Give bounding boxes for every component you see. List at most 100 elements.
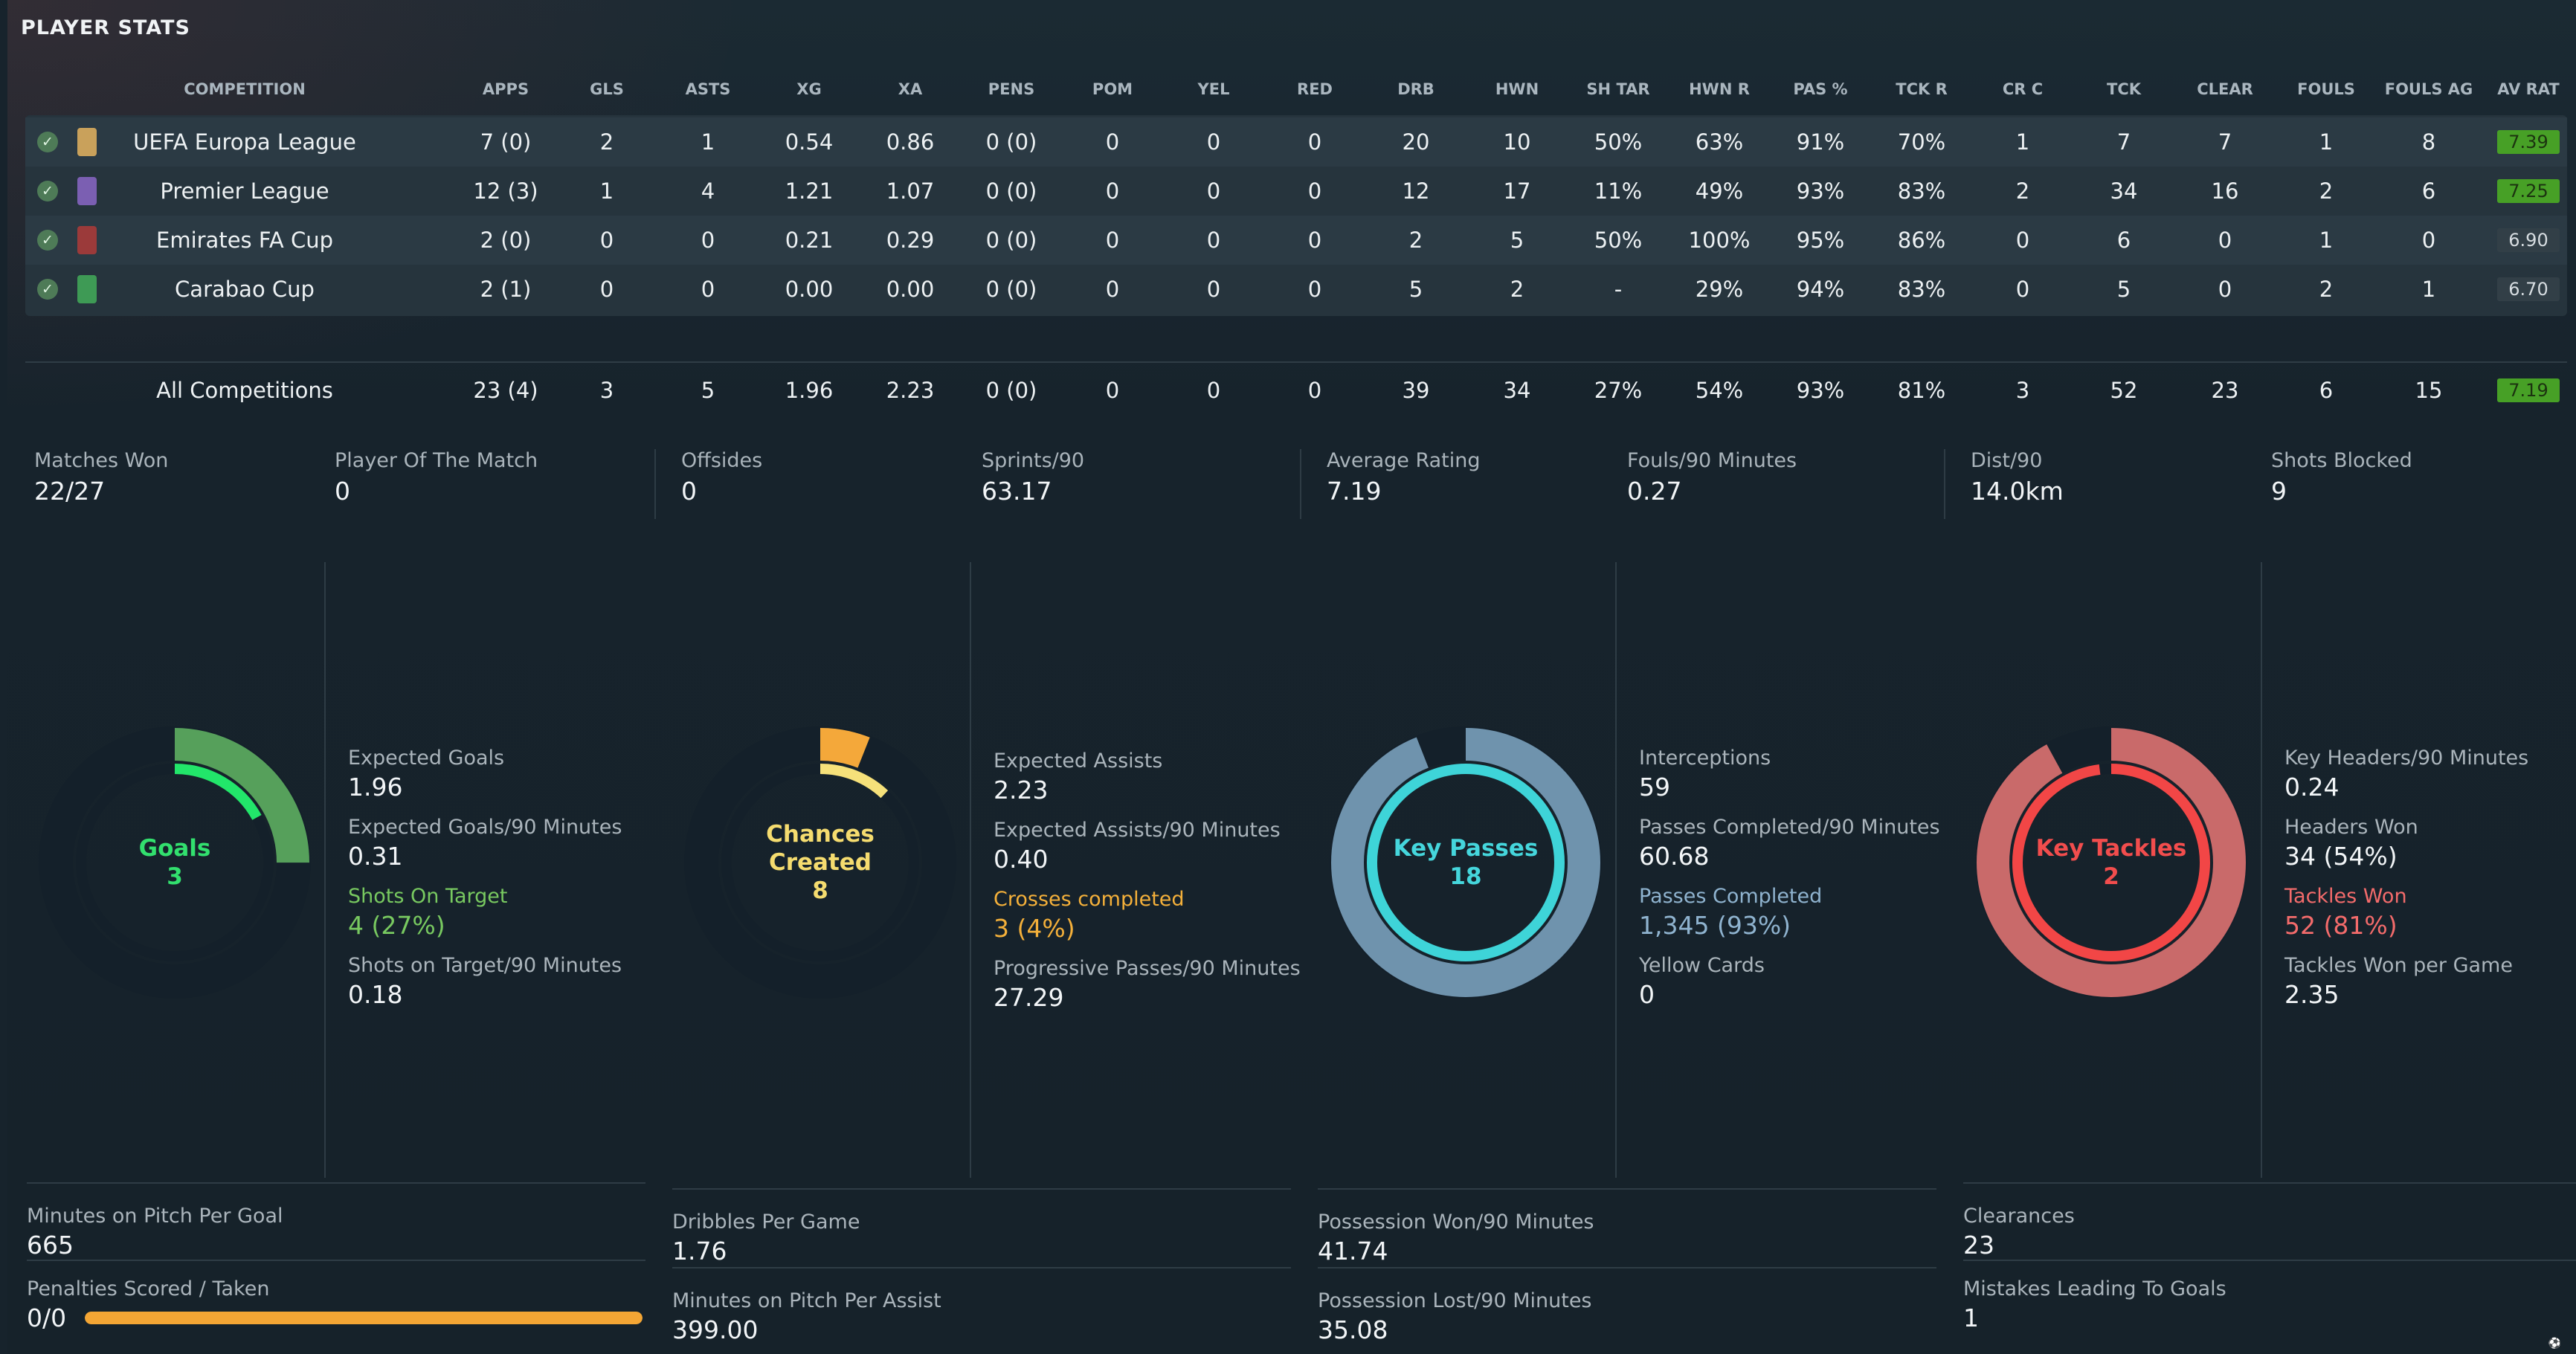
stat-cell-sh-tar: 50% [1594, 129, 1643, 155]
stat-cell-hwn: 5 [1510, 228, 1524, 253]
metric-label: Crosses completed [994, 888, 1185, 911]
bottom-divider [1318, 1188, 1936, 1190]
column-header-apps[interactable]: APPS [482, 80, 529, 98]
column-header-pens[interactable]: PENS [988, 80, 1035, 98]
stat-cell-tck-r: 70% [1897, 129, 1946, 155]
stat-cell-sh-tar: 50% [1594, 228, 1643, 253]
stat-cell-xa: 0.29 [886, 228, 935, 253]
metric-label: Shots On Target [348, 885, 508, 908]
column-header-cr-c[interactable]: CR C [2002, 80, 2044, 98]
stat-cell-tck: 34 [2110, 178, 2138, 204]
stat-cell-clear: 23 [2211, 378, 2239, 403]
metric-stat: Passes Completed/90 Minutes 60.68 [1639, 816, 1940, 871]
metric-stat: Expected Assists 2.23 [994, 749, 1162, 805]
stat-cell-gls: 0 [599, 277, 614, 302]
stat-cell-asts: 0 [701, 277, 715, 302]
stat-cell-sh-tar: 11% [1594, 178, 1643, 204]
competition-crest-icon [77, 128, 97, 156]
metric-label: Expected Goals/90 Minutes [348, 816, 622, 839]
metric-value: 2.23 [994, 776, 1049, 805]
metric-stat: Shots On Target 4 (27%) [348, 885, 507, 940]
stat-cell-pom: 0 [1105, 277, 1120, 302]
stat-cell-pas: 91% [1796, 129, 1845, 155]
column-header-tck-r[interactable]: TCK R [1896, 80, 1948, 98]
selected-check-icon[interactable] [37, 181, 58, 202]
stat-cell-pens: 0 (0) [985, 228, 1037, 253]
page-title: PLAYER STATS [21, 16, 190, 39]
column-header-xa[interactable]: XA [898, 80, 923, 98]
metric-value: 2.35 [2284, 980, 2340, 1009]
average-rating-badge: 7.39 [2497, 130, 2560, 154]
column-header-av-rat[interactable]: AV RAT [2497, 80, 2560, 98]
donut-inner-arc [76, 764, 274, 961]
column-header-xg[interactable]: XG [796, 80, 822, 98]
column-header-yel[interactable]: YEL [1197, 80, 1230, 98]
donut-label-line: Created [768, 849, 872, 876]
stat-cell-pom: 0 [1105, 378, 1120, 403]
column-header-gls[interactable]: GLS [590, 80, 624, 98]
stat-cell-fouls-ag: 1 [2421, 277, 2436, 302]
column-header-hwn[interactable]: HWN [1495, 80, 1539, 98]
column-header-drb[interactable]: DRB [1397, 80, 1434, 98]
column-header-sh-tar[interactable]: SH TAR [1586, 80, 1650, 98]
donut-chart [39, 726, 311, 999]
stat-cell-drb: 12 [1402, 178, 1430, 204]
selected-check-icon[interactable] [37, 132, 58, 152]
selected-check-icon[interactable] [37, 279, 58, 300]
stat-cell-hwn-r: 29% [1695, 277, 1744, 302]
donut-chart [1975, 726, 2247, 999]
stat-cell-red: 0 [1307, 277, 1322, 302]
stat-cell-tck: 7 [2116, 129, 2131, 155]
stat-cell-clear: 7 [2218, 129, 2232, 155]
stat-cell-yel: 0 [1206, 228, 1221, 253]
summary-stat-label: Dist/90 [1971, 449, 2043, 472]
column-header-tck[interactable]: TCK [2106, 80, 2142, 98]
summary-stat-label: Player Of The Match [335, 449, 538, 472]
stat-cell-tck-r: 83% [1897, 277, 1946, 302]
column-header-fouls[interactable]: FOULS [2297, 80, 2355, 98]
table-row[interactable]: Premier League 12 (3) 1 4 1.21 1.07 0 (0) 0 0 0 12… [25, 167, 2567, 216]
stat-cell-pens: 0 (0) [985, 178, 1037, 204]
donut-label: Key Passes 18 [1394, 834, 1539, 891]
column-header-clear[interactable]: CLEAR [2197, 80, 2253, 98]
column-header-fouls-ag[interactable]: FOULS AG [2384, 80, 2473, 98]
section-divider [2261, 562, 2262, 1178]
stat-cell-fouls-ag: 0 [2421, 228, 2436, 253]
summary-stat-value: 9 [2271, 477, 2287, 506]
donut-label-line: Goals [138, 835, 211, 862]
column-header-asts[interactable]: ASTS [685, 80, 731, 98]
metric-stat: Passes Completed 1,345 (93%) [1639, 885, 1822, 940]
column-header-competition[interactable]: COMPETITION [184, 80, 306, 98]
summary-divider [654, 449, 656, 519]
competition-name: Emirates FA Cup [156, 228, 333, 253]
column-header-red[interactable]: RED [1297, 80, 1333, 98]
totals-row[interactable]: All Competitions 23 (4) 3 5 1.96 2.23 0 (0) 0 0 0… [25, 366, 2567, 415]
selected-check-icon[interactable] [37, 230, 58, 251]
summary-stat-value: 0 [335, 477, 350, 506]
stat-cell-xg: 0.00 [785, 277, 834, 302]
stat-cell-pom: 0 [1105, 228, 1120, 253]
penalty-progress-fill [85, 1312, 643, 1324]
table-row[interactable]: UEFA Europa League 7 (0) 2 1 0.54 0.86 0 (0) 0 0… [25, 117, 2567, 167]
stat-cell-fouls: 6 [2319, 378, 2334, 403]
metric-label: Tackles Won [2284, 885, 2407, 908]
stat-cell-apps: 12 (3) [473, 178, 538, 204]
donut-label: Goals 3 [139, 834, 211, 891]
bottom-divider [1318, 1267, 1936, 1268]
stat-cell-tck-r: 83% [1897, 178, 1946, 204]
summary-stat: Fouls/90 Minutes 0.27 [1627, 449, 1797, 506]
metric-value: 0.24 [2284, 773, 2340, 802]
stat-cell-fouls: 1 [2319, 129, 2334, 155]
column-header-pas[interactable]: PAS % [1793, 80, 1848, 98]
section-divider [1615, 562, 1617, 1178]
stat-cell-yel: 0 [1206, 378, 1221, 403]
column-header-hwn-r[interactable]: HWN R [1689, 80, 1750, 98]
stat-cell-xa: 0.00 [886, 277, 935, 302]
column-header-pom[interactable]: POM [1092, 80, 1133, 98]
bottom-divider [27, 1260, 645, 1261]
metric-value: 4 (27%) [348, 911, 445, 940]
table-row[interactable]: Carabao Cup 2 (1) 0 0 0.00 0.00 0 (0) 0 0 0 5 2 - 29%… [25, 265, 2567, 314]
stat-cell-pom: 0 [1105, 178, 1120, 204]
stat-cell-yel: 0 [1206, 178, 1221, 204]
table-row[interactable]: Emirates FA Cup 2 (0) 0 0 0.21 0.29 0 (0) 0 0 0 2 5… [25, 216, 2567, 265]
